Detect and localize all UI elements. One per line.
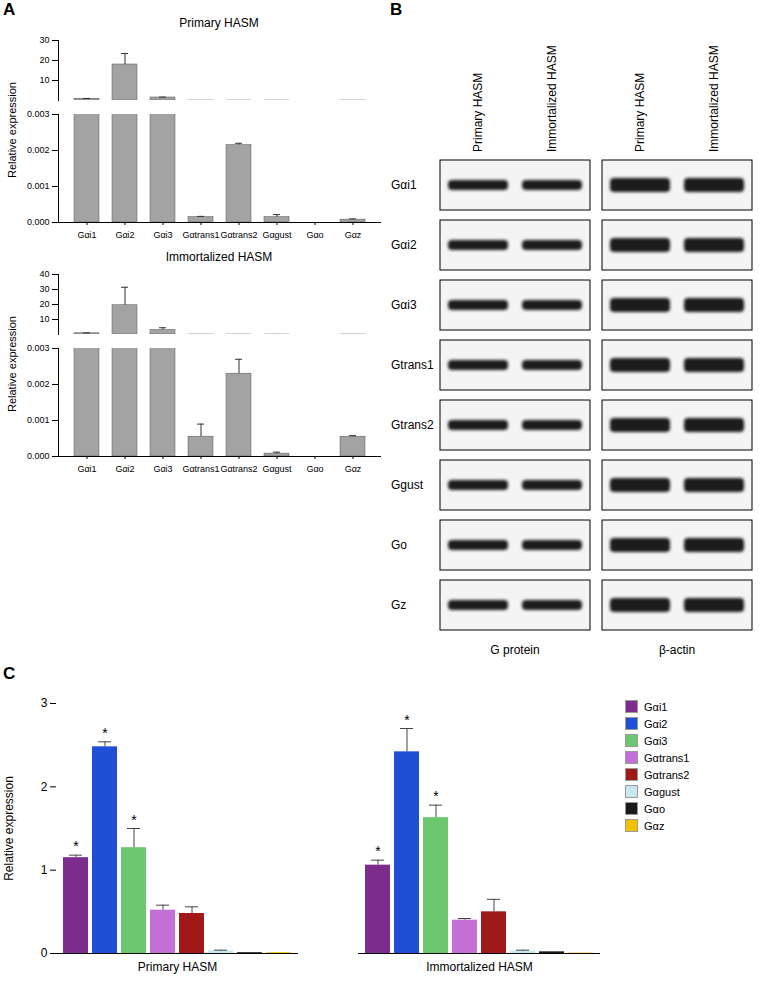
svg-text:Primary HASM: Primary HASM [633,73,647,152]
svg-text:Gαi1: Gαi1 [77,230,96,240]
svg-text:20: 20 [39,299,49,309]
svg-text:0.002: 0.002 [27,145,50,155]
svg-text:Gαo: Gαo [306,464,323,474]
svg-text:Go: Go [391,538,407,552]
html-text:Gαo: Gαo [644,802,665,815]
html-text:Gαi3: Gαi3 [644,734,668,747]
svg-text:Gαi3: Gαi3 [153,230,172,240]
svg-text:20: 20 [39,55,49,65]
svg-text:2: 2 [41,780,48,794]
svg-text:Gαi1: Gαi1 [391,178,417,192]
svg-text:0.001: 0.001 [27,415,50,425]
html-text:Gαtrans1: Gαtrans1 [644,751,690,764]
svg-text:*: * [102,725,108,741]
svg-text:*: * [404,712,410,728]
svg-text:Gαtrans2: Gαtrans2 [220,464,257,474]
svg-text:Gαi2: Gαi2 [115,464,134,474]
svg-text:Gαi2: Gαi2 [391,238,417,252]
svg-text:Relative expression: Relative expression [2,776,16,881]
svg-text:10: 10 [39,314,49,324]
svg-text:Immortalized HASM: Immortalized HASM [426,960,533,974]
html-text:Gαtrans2: Gαtrans2 [644,768,690,781]
svg-text:Immortalized HASM: Immortalized HASM [545,45,559,152]
svg-text:Gαgust: Gαgust [262,230,292,240]
svg-text:0.001: 0.001 [27,181,50,191]
svg-text:Gαz: Gαz [345,464,362,474]
svg-text:0.003: 0.003 [27,343,50,353]
svg-text:Immortalized HASM: Immortalized HASM [707,45,721,152]
svg-text:0.003: 0.003 [27,109,50,119]
html-text:B: B [390,0,403,19]
svg-text:3: 3 [41,696,48,710]
svg-text:0.002: 0.002 [27,379,50,389]
html-text:Gαi2: Gαi2 [644,717,668,730]
svg-text:Gαo: Gαo [306,230,323,240]
svg-text:Gαtrans1: Gαtrans1 [182,464,219,474]
svg-text:1: 1 [41,863,48,877]
html-text:Gαgust: Gαgust [644,785,680,798]
svg-text:40: 40 [39,269,49,279]
svg-text:Gαtrans1: Gαtrans1 [182,230,219,240]
svg-text:Gαi1: Gαi1 [77,464,96,474]
svg-text:Ggust: Ggust [391,478,424,492]
svg-text:0.000: 0.000 [27,217,50,227]
svg-text:Gαi2: Gαi2 [115,230,134,240]
svg-text:30: 30 [39,284,49,294]
svg-text:Gαi3: Gαi3 [153,464,172,474]
html-text:Relative expression: Relative expression [6,316,18,412]
html-text:Gαi1: Gαi1 [644,700,668,713]
svg-text:*: * [131,812,137,828]
html-text:Relative expression: Relative expression [6,82,18,178]
svg-text:30: 30 [39,35,49,45]
svg-text:Gz: Gz [391,598,406,612]
svg-text:Gαgust: Gαgust [262,464,292,474]
svg-text:Primary HASM: Primary HASM [138,960,217,974]
svg-text:*: * [375,843,381,859]
html-text:Gαz: Gαz [644,819,665,832]
html-text:Immortalized HASM: Immortalized HASM [165,250,273,264]
svg-text:G protein: G protein [490,643,539,657]
svg-text:Gtrans2: Gtrans2 [391,418,434,432]
svg-text:Gαz: Gαz [345,230,362,240]
svg-text:*: * [433,788,439,804]
html-text:C: C [3,664,16,683]
svg-text:β-actin: β-actin [659,643,695,657]
html-text:A: A [3,0,16,19]
svg-text:Primary HASM: Primary HASM [471,73,485,152]
svg-text:10: 10 [39,75,49,85]
svg-text:Gαi3: Gαi3 [391,298,417,312]
svg-text:0: 0 [41,946,48,960]
svg-text:*: * [73,838,79,854]
html-text:Primary HASM: Primary HASM [179,16,259,30]
svg-text:Gαtrans2: Gαtrans2 [220,230,257,240]
svg-text:0.000: 0.000 [27,451,50,461]
svg-text:Gtrans1: Gtrans1 [391,358,434,372]
